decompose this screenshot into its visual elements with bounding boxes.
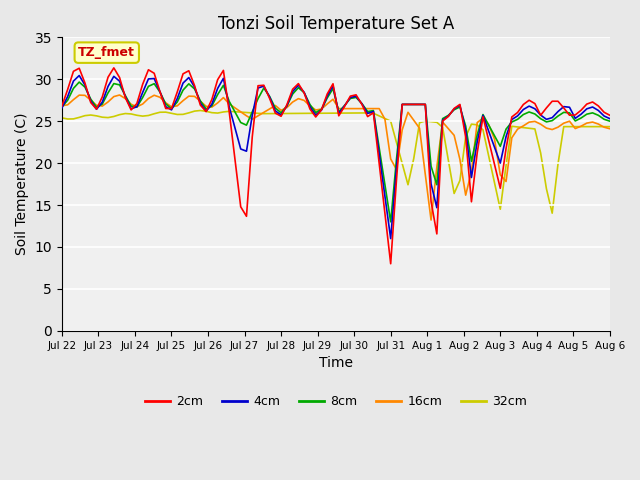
32cm xyxy=(58,115,66,120)
Title: Tonzi Soil Temperature Set A: Tonzi Soil Temperature Set A xyxy=(218,15,454,33)
2cm xyxy=(220,68,227,73)
Line: 8cm: 8cm xyxy=(62,82,610,222)
8cm xyxy=(300,90,308,96)
16cm xyxy=(572,126,579,132)
4cm xyxy=(572,116,579,121)
16cm xyxy=(139,101,147,107)
32cm xyxy=(340,110,348,116)
Text: TZ_fmet: TZ_fmet xyxy=(78,46,135,59)
2cm xyxy=(572,112,579,118)
2cm xyxy=(340,104,348,109)
16cm xyxy=(58,103,66,108)
2cm xyxy=(110,65,118,71)
8cm xyxy=(387,219,394,225)
32cm xyxy=(606,124,614,130)
16cm xyxy=(606,126,614,132)
4cm xyxy=(220,75,227,81)
32cm xyxy=(358,110,365,116)
8cm xyxy=(606,118,614,124)
2cm xyxy=(358,101,365,107)
16cm xyxy=(116,92,124,98)
4cm xyxy=(139,90,147,96)
8cm xyxy=(76,79,83,85)
4cm xyxy=(606,116,614,121)
4cm xyxy=(387,236,394,241)
32cm xyxy=(196,108,204,113)
Line: 32cm: 32cm xyxy=(62,110,610,213)
4cm xyxy=(300,90,308,96)
32cm xyxy=(220,109,227,115)
16cm xyxy=(300,97,308,103)
Line: 2cm: 2cm xyxy=(62,68,610,264)
2cm xyxy=(387,261,394,266)
2cm xyxy=(300,90,308,96)
2cm xyxy=(58,103,66,109)
4cm xyxy=(358,101,365,107)
4cm xyxy=(76,72,83,78)
X-axis label: Time: Time xyxy=(319,356,353,370)
8cm xyxy=(358,101,365,107)
16cm xyxy=(428,217,435,223)
4cm xyxy=(340,103,348,109)
16cm xyxy=(220,95,227,100)
Y-axis label: Soil Temperature (C): Soil Temperature (C) xyxy=(15,113,29,255)
8cm xyxy=(340,103,348,108)
Line: 16cm: 16cm xyxy=(62,95,610,220)
Line: 4cm: 4cm xyxy=(62,75,610,239)
2cm xyxy=(606,112,614,118)
16cm xyxy=(358,106,365,111)
8cm xyxy=(58,104,66,110)
2cm xyxy=(139,82,147,87)
8cm xyxy=(572,118,579,124)
32cm xyxy=(572,124,579,130)
32cm xyxy=(300,110,308,116)
32cm xyxy=(548,210,556,216)
Legend: 2cm, 4cm, 8cm, 16cm, 32cm: 2cm, 4cm, 8cm, 16cm, 32cm xyxy=(140,390,532,413)
8cm xyxy=(220,83,227,88)
4cm xyxy=(58,105,66,111)
16cm xyxy=(340,106,348,111)
32cm xyxy=(133,112,141,118)
8cm xyxy=(139,95,147,100)
